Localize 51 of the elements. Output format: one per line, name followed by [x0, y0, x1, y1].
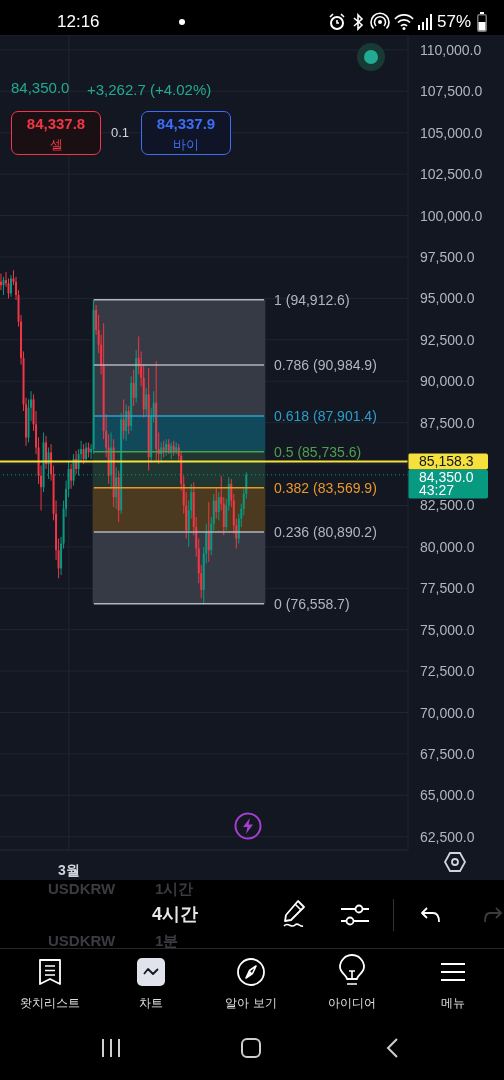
ref-line-label: 0.382 (83,569.9): [274, 479, 377, 496]
annotation: 셀: [49, 137, 63, 153]
y-tick-label: 110,000.0: [420, 41, 482, 58]
text: 아이디어: [328, 995, 376, 1011]
text: 4시간: [152, 904, 199, 926]
y-tick-label: 92,500.0: [420, 331, 475, 348]
y-tick-label: 62,500.0: [420, 828, 475, 845]
text: 1분: [155, 932, 179, 950]
ref-line-label: 0.786 (90,984.9): [274, 356, 377, 373]
text: 1시간: [155, 880, 194, 898]
text: USDKRW: [48, 932, 116, 950]
text: USDKRW: [48, 880, 116, 898]
candlestick: [215, 486, 218, 520]
y-tick-label: 72,500.0: [420, 663, 475, 680]
annotation: 84,337.8: [26, 115, 86, 133]
y-tick-label: 82,500.0: [420, 497, 475, 514]
ref-line-label: 85,158.3: [419, 453, 474, 470]
candlestick: [132, 369, 135, 407]
y-tick-label: 100,000.0: [420, 207, 483, 224]
annotation: 0.1: [111, 125, 130, 141]
ref-line-label: 1 (94,912.6): [274, 291, 350, 308]
y-tick-label: 77,500.0: [420, 580, 475, 597]
y-tick-label: 75,000.0: [420, 621, 475, 638]
y-tick-label: 90,000.0: [420, 373, 475, 390]
text: 57%: [437, 11, 472, 33]
y-tick-label: 105,000.0: [420, 124, 483, 141]
y-tick-label: 65,000.0: [420, 787, 475, 804]
text: 메뉴: [441, 995, 465, 1011]
annotation: 84,350.0: [11, 79, 70, 97]
ref-line-label: 0.236 (80,890.2): [274, 524, 377, 541]
ref-line-label: 0.618 (87,901.4): [274, 407, 377, 424]
y-tick-label: 70,000.0: [420, 704, 475, 721]
y-tick-label: 80,000.0: [420, 538, 475, 555]
y-tick-label: 107,500.0: [420, 83, 483, 100]
annotation: +3,262.7 (+4.02%): [87, 81, 212, 99]
ref-line-label: 0.5 (85,735.6): [274, 443, 362, 460]
text: 알아 보기: [225, 995, 277, 1011]
y-tick-label: 102,500.0: [420, 166, 483, 183]
candlestick: [145, 387, 148, 417]
text: 12:16: [57, 11, 100, 33]
annotation: 바이: [173, 137, 199, 153]
y-tick-label: 95,000.0: [420, 290, 475, 307]
ref-line-label: 0 (76,558.7): [274, 595, 350, 612]
y-tick-label: 97,500.0: [420, 248, 475, 265]
y-tick-label: 67,500.0: [420, 745, 475, 762]
x-tick-label: 3월: [57, 862, 80, 878]
text: 왓치리스트: [20, 995, 80, 1011]
annotation: 84,337.9: [156, 115, 216, 133]
candlestick: [70, 463, 73, 490]
text: 차트: [139, 995, 163, 1011]
y-tick-label: 87,500.0: [420, 414, 475, 431]
